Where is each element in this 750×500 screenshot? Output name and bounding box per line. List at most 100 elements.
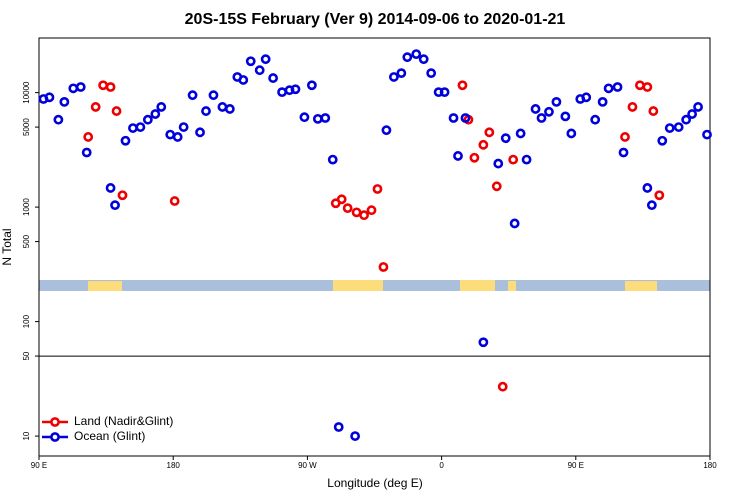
point [333,422,344,432]
point [426,68,437,79]
point [681,114,692,125]
point [75,82,86,92]
point [178,122,189,132]
point [509,218,520,229]
point [657,135,668,146]
point [169,196,180,206]
point [245,56,256,67]
point [320,113,331,123]
point [411,49,422,60]
point [90,102,101,112]
point [673,122,684,132]
x-tick-label: 0 [439,461,444,470]
point [59,96,70,107]
point [299,112,310,123]
point [536,113,547,123]
point [439,87,450,98]
point [238,75,249,85]
point [277,87,287,98]
point [128,123,138,133]
x-tick-label: 180 [167,461,181,470]
point [105,183,116,193]
point [551,96,562,107]
land-strip [460,280,495,291]
point [493,158,504,169]
point [105,82,116,92]
point [590,114,601,125]
land-strip [333,280,383,291]
point [497,381,508,392]
point [508,154,519,165]
point [664,123,675,133]
point [618,147,629,158]
point [172,132,183,142]
point [702,129,712,140]
y-tick-label: 10 [22,431,31,440]
x-tick-label: 90 E [568,461,584,470]
y-tick-label: 100 [22,314,31,328]
point [515,128,526,139]
point [648,106,659,116]
point [195,127,205,138]
y-axis-label: N Total [0,228,14,265]
point [372,184,383,194]
point [500,133,511,144]
point [359,210,369,221]
point [457,80,468,91]
legend-marker [50,417,60,427]
point [98,80,109,91]
land-strip [508,281,516,291]
point [396,68,407,79]
point [260,54,271,65]
y-tick-label: 50 [22,351,31,360]
point [603,83,614,94]
point [187,90,198,101]
point [612,82,623,92]
y-tick-label: 1000 [22,198,31,216]
y-tick-label: 10000 [22,81,31,104]
chart-title: 20S-15S February (Ver 9) 2014-09-06 to 2… [185,11,566,28]
point [388,72,399,82]
point [111,106,122,116]
point [627,102,638,112]
point [224,104,235,114]
point [418,54,429,65]
point [642,183,653,193]
point [530,104,541,114]
point [120,135,131,146]
point [620,132,630,142]
point [687,109,698,119]
point [142,114,153,125]
point [110,200,120,211]
point [478,337,489,348]
point [381,125,392,136]
point [378,262,389,272]
legend-label: Land (Nadir&Glint) [74,414,173,428]
point [208,90,219,101]
legend-label: Ocean (Glint) [74,429,145,443]
point [402,52,413,63]
point [521,154,532,165]
land-strip [88,281,122,291]
point [566,128,577,139]
point [460,113,471,123]
point [156,102,167,112]
point [201,106,211,116]
point [44,92,55,103]
point [350,431,361,441]
y-tick-label: 500 [22,234,31,248]
point [68,83,79,94]
point [254,65,265,76]
plot-frame [38,37,711,457]
point [448,113,459,123]
land-strip [625,281,657,291]
point [635,80,645,91]
point [597,96,608,107]
point [81,147,92,158]
point [654,190,665,201]
point [312,113,323,124]
point [544,106,554,117]
land-mask-strip [39,280,710,291]
point [478,139,489,150]
point [290,84,301,95]
